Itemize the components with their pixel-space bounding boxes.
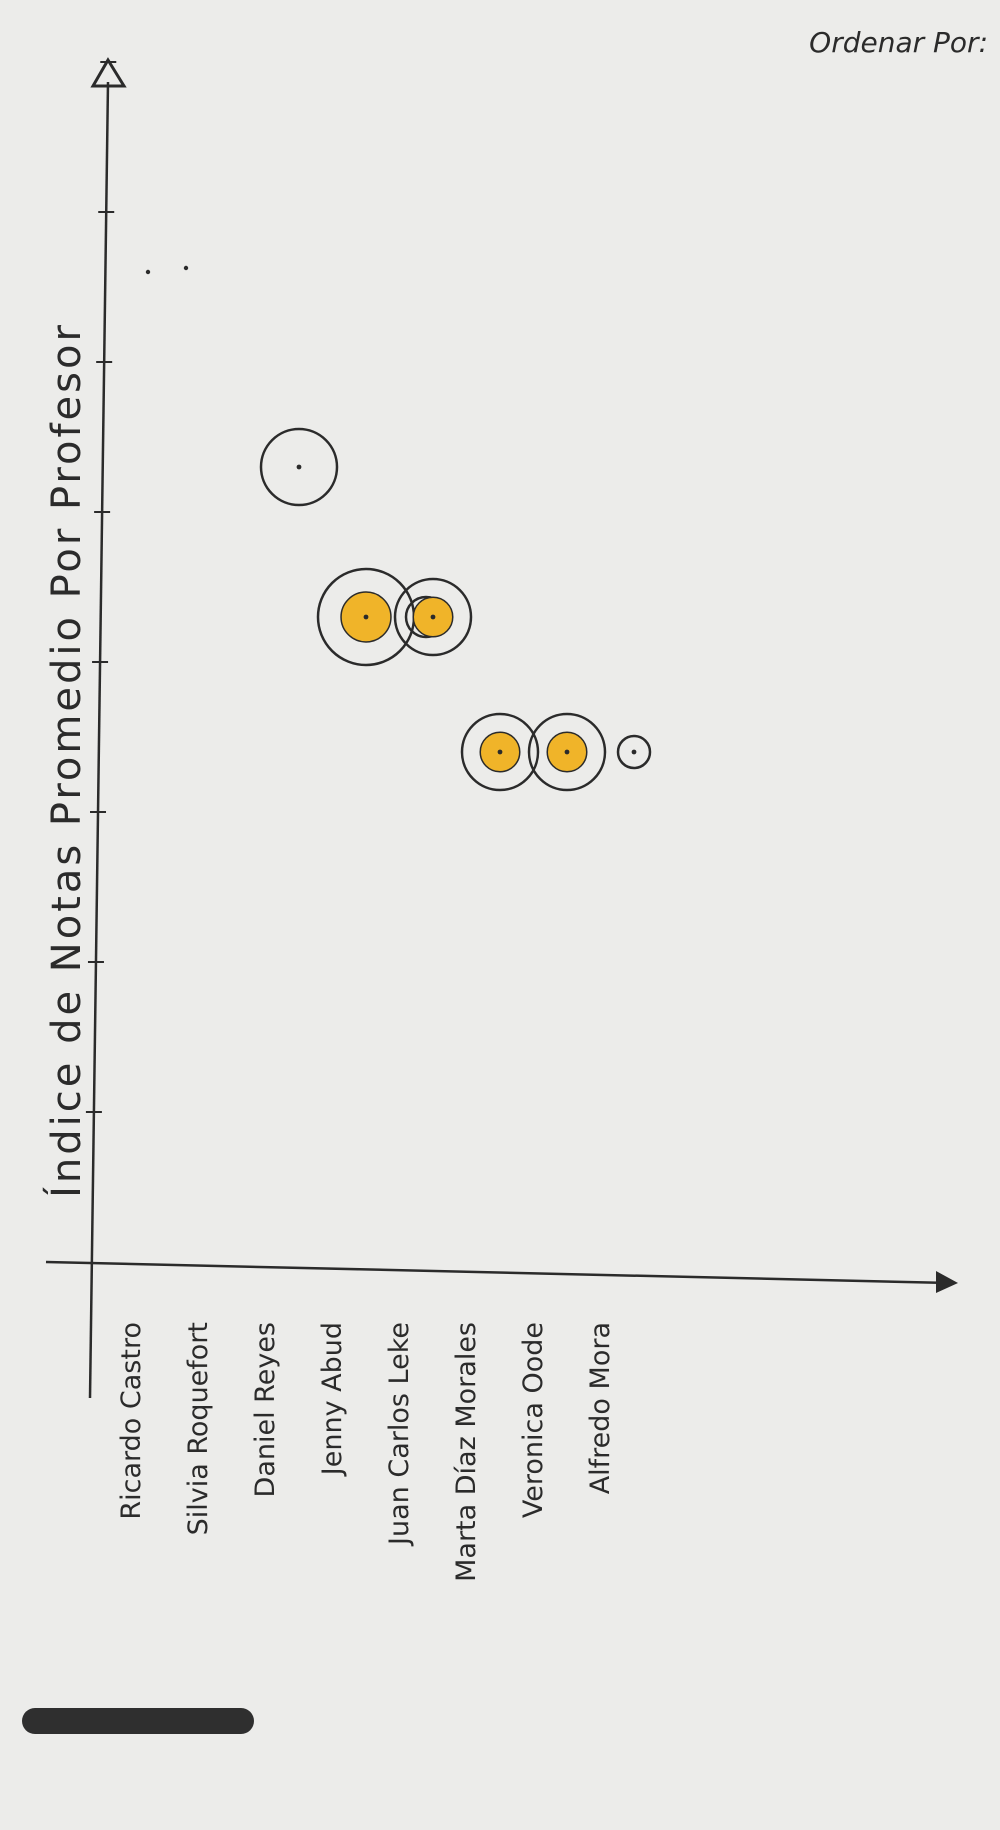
category-label: Ricardo Castro: [116, 1322, 147, 1520]
axes: [45, 57, 958, 1399]
category-label: Daniel Reyes: [250, 1322, 281, 1497]
bubble-outline: [616, 734, 652, 770]
category-label: Veronica Oode: [518, 1322, 549, 1518]
bubble-center-dot: [430, 614, 436, 620]
bubble: [259, 427, 339, 507]
y-axis-title: Índice de Notas Promedio Por Profesor: [42, 322, 90, 1198]
bubble: [393, 577, 473, 657]
category-labels: Ricardo Castro Silvia Roquefort Daniel Rey…: [116, 1322, 616, 1582]
annotation-dot: [145, 269, 151, 275]
y-axis-line: [88, 81, 110, 1399]
category-label: Silvia Roquefort: [183, 1322, 214, 1535]
marker-stroke: [22, 1708, 254, 1734]
bubble: [616, 734, 652, 770]
bubble-center-dot: [564, 749, 570, 755]
sort-label[interactable]: Ordenar Por:: [809, 26, 988, 59]
annotation-dot: [183, 265, 189, 271]
category-label: Alfredo Mora: [585, 1322, 616, 1494]
bubble-center-dot: [631, 749, 637, 755]
bubble: [460, 712, 540, 792]
bubble-outline: [460, 712, 540, 792]
category-label: Jenny Abud: [317, 1322, 348, 1477]
bubble-center-dot: [296, 464, 302, 470]
category-label: Marta Díaz Morales: [451, 1322, 482, 1582]
bubble-center-dot: [363, 614, 369, 620]
bubble-center-dot: [497, 749, 503, 755]
bubble-outline: [527, 712, 607, 792]
bubble-outline: [259, 427, 339, 507]
bubble: [527, 712, 607, 792]
x-axis-arrow-icon: [936, 1271, 958, 1293]
bubble-outline: [393, 577, 473, 657]
bubble: [316, 567, 416, 667]
x-axis-line: [45, 1260, 951, 1285]
category-label: Juan Carlos Leke: [384, 1322, 415, 1547]
y-axis-arrow-icon: [90, 57, 127, 88]
bubbles: [259, 427, 652, 792]
